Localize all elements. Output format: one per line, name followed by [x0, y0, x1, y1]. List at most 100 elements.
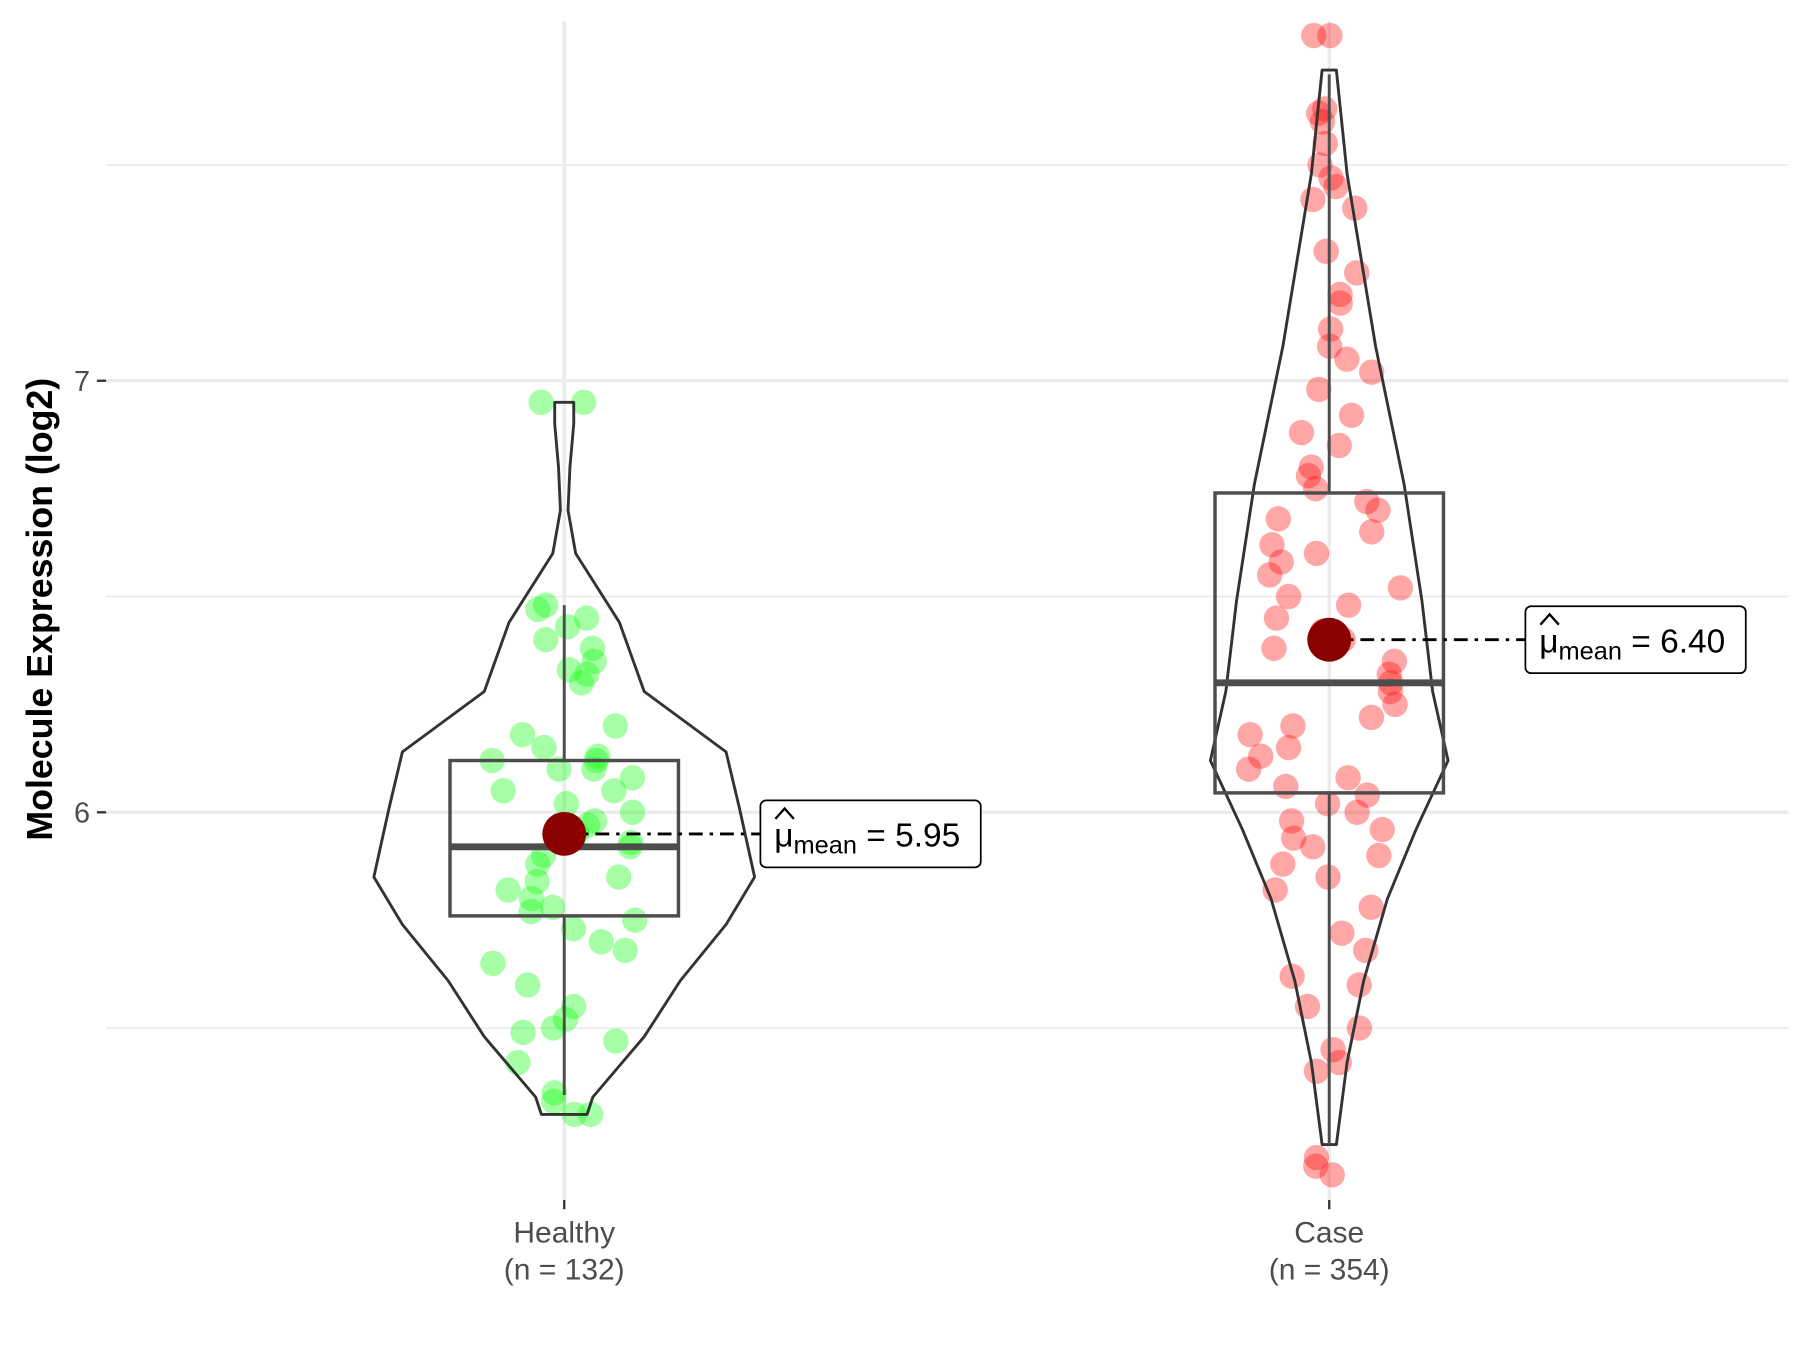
mean-symbol: μ [774, 818, 793, 855]
mean-subscript: mean [794, 832, 857, 860]
data-point [581, 808, 608, 834]
mean-point [542, 811, 587, 856]
data-point [577, 1101, 604, 1128]
data-point [1359, 519, 1385, 545]
data-point [518, 885, 545, 912]
data-point [1358, 704, 1385, 731]
y-axis-label: Molecule Expression (log2) [20, 378, 60, 841]
x-tick-label: Healthy [513, 1217, 615, 1250]
data-point [1275, 734, 1302, 761]
mean-label: μmean = 5.95 [774, 818, 960, 860]
group-healthy: μmean = 5.95 [372, 389, 982, 1128]
data-point [1381, 648, 1408, 674]
data-point [1280, 713, 1306, 739]
data-point [539, 894, 566, 920]
data-point [1327, 290, 1353, 316]
data-point [585, 743, 611, 769]
axes: 6 7 Healthy (n = 132) Case (n = 354) [74, 366, 1390, 1286]
data-point [1382, 691, 1408, 718]
data-point [568, 670, 595, 696]
data-point [1302, 475, 1329, 502]
y-tick-label: 6 [74, 798, 90, 830]
data-point [1313, 238, 1339, 264]
data-point [1263, 605, 1290, 631]
data-point [1309, 109, 1336, 135]
x-tick-count: (n = 132) [504, 1254, 625, 1287]
mean-value: = 5.95 [857, 818, 960, 855]
data-point [1359, 359, 1385, 385]
data-point [1317, 22, 1343, 49]
data-point [1295, 463, 1322, 489]
data-point [1273, 773, 1299, 800]
data-point [1366, 842, 1392, 869]
data-point [601, 778, 627, 804]
mean-symbol: μ [1539, 623, 1558, 660]
data-point [1323, 173, 1349, 200]
hat-icon [1539, 612, 1560, 626]
data-point [612, 937, 638, 964]
data-point [1354, 488, 1380, 515]
data-point [533, 592, 559, 618]
data-point [1346, 1015, 1373, 1041]
data-point [1329, 920, 1355, 946]
data-point [579, 635, 606, 662]
data-point [1236, 756, 1262, 782]
data-point [573, 605, 600, 631]
data-point [541, 1080, 568, 1106]
data-point [540, 1015, 567, 1041]
data-point [581, 648, 607, 674]
data-point [495, 877, 521, 903]
data-point [1335, 765, 1361, 791]
data-point [546, 756, 572, 782]
data-point [1256, 562, 1283, 588]
group-case: μmean = 6.40 [1208, 22, 1747, 1188]
data-point [570, 389, 597, 416]
data-point [541, 1088, 567, 1115]
data-point [1319, 1162, 1345, 1188]
data-point [606, 864, 632, 890]
data-point [525, 596, 551, 623]
data-point [524, 851, 551, 877]
data-point [1335, 592, 1362, 618]
data-point [1387, 575, 1414, 601]
mean-label-box [1524, 605, 1747, 675]
data-point [1248, 743, 1274, 769]
data-point [1298, 454, 1324, 480]
data-point [1270, 851, 1296, 877]
data-point [1365, 497, 1391, 523]
data-point [505, 1049, 531, 1076]
data-point [553, 790, 580, 817]
data-point [1261, 635, 1287, 662]
data-point [1369, 816, 1395, 843]
data-point [603, 1028, 629, 1054]
hat-icon [774, 806, 795, 820]
data-point [490, 778, 516, 804]
box [1213, 491, 1446, 795]
data-point [1300, 186, 1326, 213]
data-point [1303, 1153, 1329, 1179]
mean-label-box [759, 799, 982, 869]
y-tick-label: 7 [74, 366, 90, 398]
x-tick-label: Case [1294, 1217, 1364, 1250]
data-point [1320, 1036, 1346, 1063]
data-point [574, 661, 600, 687]
data-point [560, 993, 587, 1020]
data-point [1265, 506, 1292, 532]
mean-value: = 6.40 [1622, 623, 1725, 660]
data-point [1318, 165, 1344, 191]
data-point [1334, 346, 1360, 372]
data-point [480, 950, 506, 977]
violin-outline [372, 400, 757, 1116]
data-point [1346, 972, 1372, 998]
data-point [1278, 808, 1305, 834]
data-point [622, 907, 648, 933]
mean-label: μmean = 6.40 [1539, 623, 1725, 665]
data-point [514, 972, 541, 998]
data-point [619, 765, 646, 791]
data-point [1280, 825, 1307, 851]
data-point [1327, 281, 1353, 308]
data-point [533, 627, 559, 653]
data-point [1342, 195, 1368, 221]
data-point [619, 799, 646, 825]
